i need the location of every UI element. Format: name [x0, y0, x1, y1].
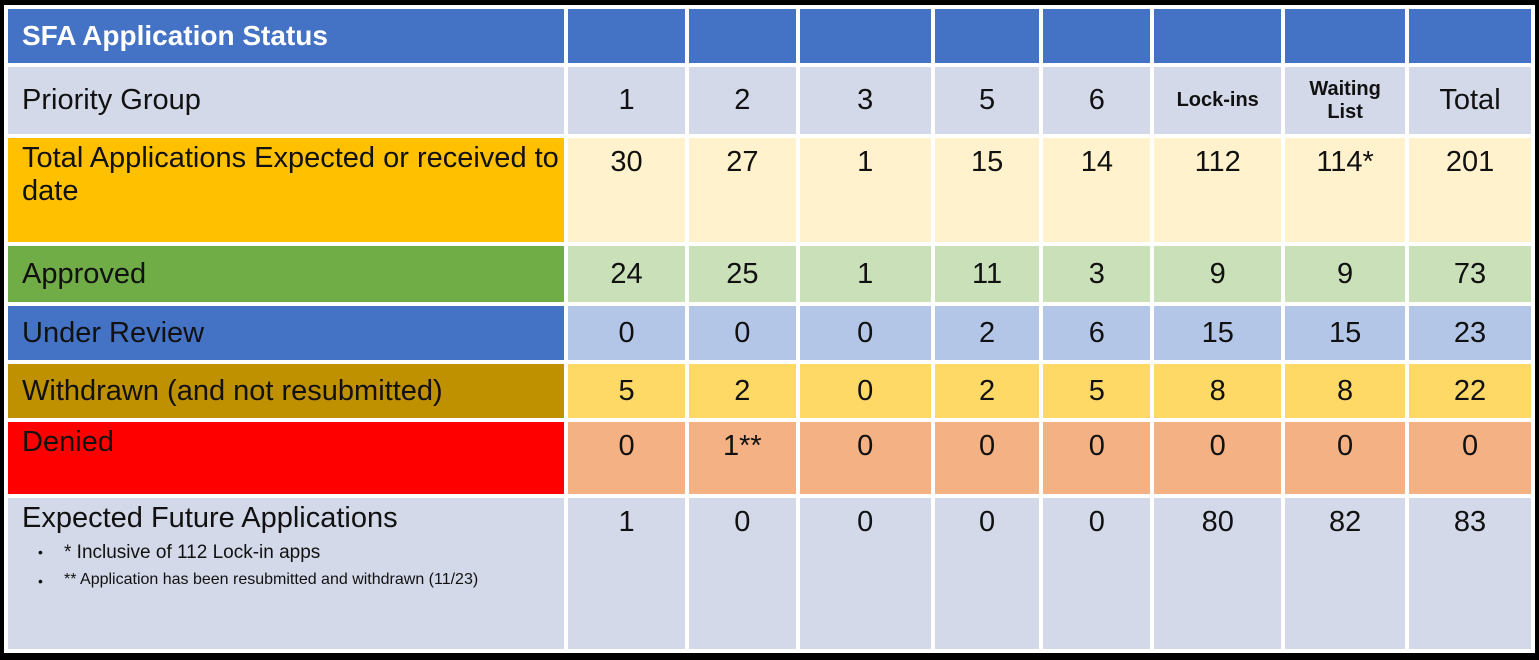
data-cell: 0 [688, 306, 796, 361]
column-header-2: 2 [688, 67, 796, 135]
row-label-denied: Denied [8, 422, 565, 494]
data-cell: 22 [1409, 364, 1531, 419]
data-cell: 11 [934, 245, 1040, 303]
data-cell: 5 [1043, 364, 1151, 419]
header-spacer-cell [799, 9, 931, 64]
data-cell: 0 [1285, 422, 1406, 494]
data-cell: 0 [1154, 422, 1282, 494]
data-cell: 0 [799, 306, 931, 361]
data-cell: 2 [934, 306, 1040, 361]
data-cell: 2 [688, 364, 796, 419]
footnote-lock-ins: • * Inclusive of 112 Lock-in apps [38, 541, 321, 563]
column-header-5: 5 [934, 67, 1040, 135]
header-spacer-cell [568, 9, 685, 64]
data-cell: 23 [1409, 306, 1531, 361]
column-header-3: 3 [799, 67, 931, 135]
data-cell: 73 [1409, 245, 1531, 303]
table-row: Withdrawn (and not resubmitted) 5 2 0 2 … [8, 364, 1531, 419]
table-row: Total Applications Expected or received … [8, 138, 1531, 242]
bullet-icon: • [38, 543, 43, 560]
sfa-application-status-table: SFA Application Status Priority Group 1 … [4, 5, 1535, 653]
data-cell: 0 [799, 364, 931, 419]
data-cell: 9 [1154, 245, 1282, 303]
data-cell: 0 [568, 422, 685, 494]
header-spacer-cell [1285, 9, 1406, 64]
data-cell: 15 [934, 138, 1040, 242]
row-label-withdrawn: Withdrawn (and not resubmitted) [8, 364, 565, 419]
data-cell: 1 [568, 497, 685, 649]
expected-future-label: Expected Future Applications [22, 501, 398, 534]
row-label-approved: Approved [8, 245, 565, 303]
data-cell: 0 [934, 497, 1040, 649]
data-cell: 5 [568, 364, 685, 419]
priority-group-label: Priority Group [8, 67, 565, 135]
data-cell: 83 [1409, 497, 1531, 649]
table-row: Priority Group 1 2 3 5 6 Lock-ins Waitin… [8, 67, 1531, 135]
data-cell: 8 [1154, 364, 1282, 419]
table-row: SFA Application Status [8, 9, 1531, 64]
data-cell: 0 [568, 306, 685, 361]
data-cell: 201 [1409, 138, 1531, 242]
data-cell: 8 [1285, 364, 1406, 419]
data-cell: 0 [1409, 422, 1531, 494]
column-header-total: Total [1409, 67, 1531, 135]
row-label-total-applications: Total Applications Expected or received … [8, 138, 565, 242]
table-row: Approved 24 25 1 11 3 9 9 73 [8, 245, 1531, 303]
data-cell: 24 [568, 245, 685, 303]
table-row: Expected Future Applications • * Inclusi… [8, 497, 1531, 649]
data-cell: 0 [799, 422, 931, 494]
data-cell: 1 [799, 245, 931, 303]
data-cell: 0 [1043, 422, 1151, 494]
row-label-under-review: Under Review [8, 306, 565, 361]
data-cell: 15 [1154, 306, 1282, 361]
page-title: SFA Application Status [8, 9, 565, 64]
column-header-waiting-list: Waiting List [1285, 67, 1406, 135]
data-cell: 0 [688, 497, 796, 649]
header-spacer-cell [688, 9, 796, 64]
data-cell: 1** [688, 422, 796, 494]
data-cell: 6 [1043, 306, 1151, 361]
footnote-resubmitted: • ** Application has been resubmitted an… [38, 571, 479, 590]
header-spacer-cell [1154, 9, 1282, 64]
data-cell: 114* [1285, 138, 1406, 242]
data-cell: 14 [1043, 138, 1151, 242]
data-cell: 2 [934, 364, 1040, 419]
header-spacer-cell [934, 9, 1040, 64]
column-header-lock-ins: Lock-ins [1154, 67, 1282, 135]
column-header-1: 1 [568, 67, 685, 135]
data-cell: 27 [688, 138, 796, 242]
data-cell: 112 [1154, 138, 1282, 242]
bullet-icon: • [38, 573, 43, 590]
table-row: Denied 0 1** 0 0 0 0 0 0 [8, 422, 1531, 494]
data-cell: 30 [568, 138, 685, 242]
data-cell: 80 [1154, 497, 1282, 649]
data-cell: 25 [688, 245, 796, 303]
data-cell: 15 [1285, 306, 1406, 361]
row-label-expected-future: Expected Future Applications • * Inclusi… [8, 497, 565, 649]
data-cell: 0 [799, 497, 931, 649]
data-cell: 9 [1285, 245, 1406, 303]
data-cell: 3 [1043, 245, 1151, 303]
column-header-6: 6 [1043, 67, 1151, 135]
data-cell: 0 [934, 422, 1040, 494]
header-spacer-cell [1043, 9, 1151, 64]
data-cell: 82 [1285, 497, 1406, 649]
data-cell: 0 [1043, 497, 1151, 649]
data-cell: 1 [799, 138, 931, 242]
table-row: Under Review 0 0 0 2 6 15 15 23 [8, 306, 1531, 361]
header-spacer-cell [1409, 9, 1531, 64]
